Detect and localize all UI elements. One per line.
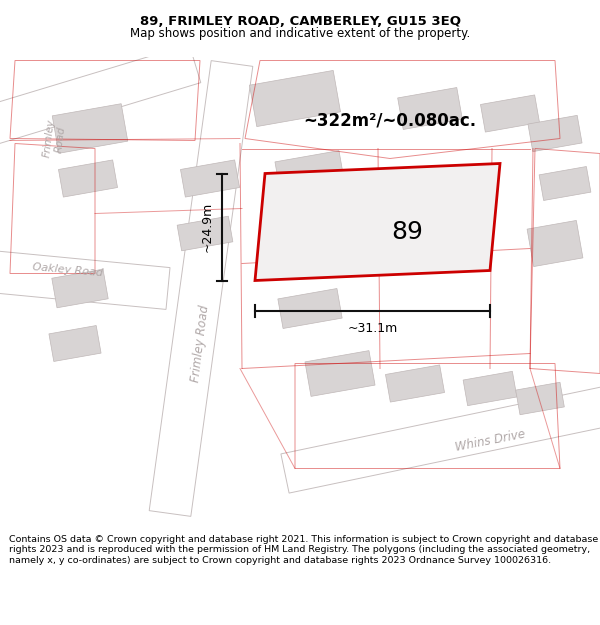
- Polygon shape: [515, 382, 565, 415]
- Text: 89: 89: [392, 220, 424, 244]
- Polygon shape: [527, 221, 583, 266]
- Polygon shape: [255, 164, 500, 281]
- Polygon shape: [481, 95, 539, 132]
- Polygon shape: [539, 166, 591, 201]
- Polygon shape: [528, 116, 582, 152]
- Polygon shape: [0, 44, 201, 147]
- Polygon shape: [250, 71, 341, 126]
- Text: Whins Drive: Whins Drive: [454, 428, 526, 454]
- Polygon shape: [305, 351, 375, 396]
- Text: Oakley Road: Oakley Road: [32, 262, 104, 279]
- Polygon shape: [398, 88, 463, 129]
- Polygon shape: [281, 384, 600, 493]
- Text: Frimley Road: Frimley Road: [189, 304, 211, 383]
- Polygon shape: [58, 160, 118, 197]
- Polygon shape: [0, 249, 170, 309]
- Polygon shape: [278, 289, 342, 329]
- Polygon shape: [275, 151, 345, 196]
- Text: Map shows position and indicative extent of the property.: Map shows position and indicative extent…: [130, 27, 470, 39]
- Polygon shape: [283, 217, 347, 259]
- Polygon shape: [52, 269, 108, 308]
- Polygon shape: [49, 326, 101, 361]
- Text: Frimley
Road: Frimley Road: [42, 118, 68, 159]
- Polygon shape: [181, 160, 239, 197]
- Polygon shape: [52, 104, 128, 153]
- Text: ~31.1m: ~31.1m: [347, 322, 398, 336]
- Polygon shape: [463, 371, 517, 406]
- Text: ~24.9m: ~24.9m: [201, 202, 214, 252]
- Polygon shape: [149, 61, 253, 516]
- Text: Contains OS data © Crown copyright and database right 2021. This information is : Contains OS data © Crown copyright and d…: [9, 535, 598, 565]
- Text: 89, FRIMLEY ROAD, CAMBERLEY, GU15 3EQ: 89, FRIMLEY ROAD, CAMBERLEY, GU15 3EQ: [139, 16, 461, 28]
- Polygon shape: [177, 216, 233, 251]
- Polygon shape: [385, 365, 445, 402]
- Text: ~322m²/~0.080ac.: ~322m²/~0.080ac.: [304, 111, 476, 129]
